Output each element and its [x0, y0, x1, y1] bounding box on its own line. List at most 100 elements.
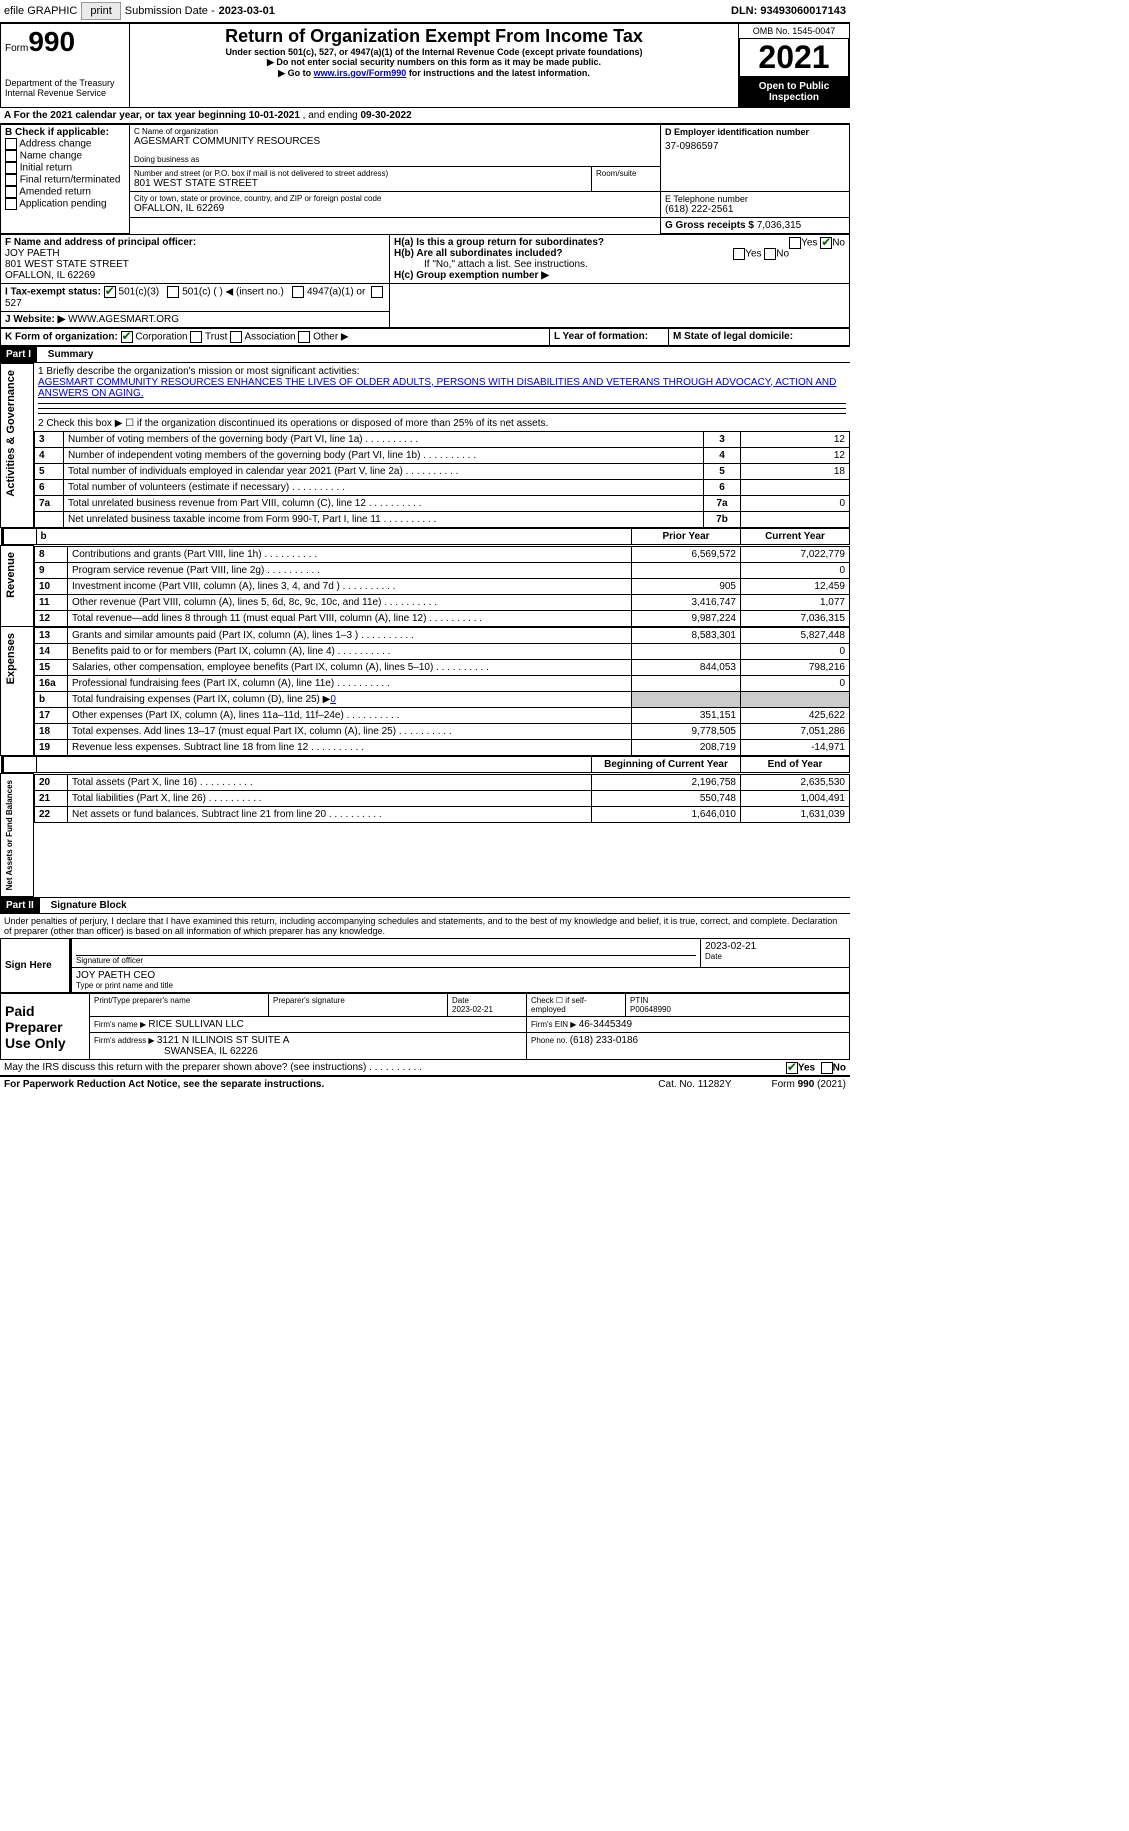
b-checkbox-item: Application pending: [5, 198, 125, 210]
dba-label: Doing business as: [134, 155, 656, 164]
line-a: A For the 2021 calendar year, or tax yea…: [0, 108, 850, 124]
submission-date: 2023-03-01: [219, 5, 275, 17]
officer-name-title: JOY PAETH CEO: [76, 970, 845, 981]
officer-name: JOY PAETH: [5, 248, 385, 259]
k-label: K Form of organization:: [5, 332, 118, 343]
subtitle-3-pre: ▶ Go to: [278, 68, 313, 78]
summary-row: 5Total number of individuals employed in…: [35, 463, 850, 479]
summary-row: 12Total revenue—add lines 8 through 11 (…: [35, 610, 850, 626]
col-prior: Prior Year: [632, 529, 741, 545]
b-checkbox-item: Address change: [5, 138, 125, 150]
form-foot: Form 990 (2021): [772, 1079, 847, 1090]
firm-name: RICE SULLIVAN LLC: [148, 1019, 243, 1030]
subtitle-1: Under section 501(c), 527, or 4947(a)(1)…: [134, 47, 734, 57]
efile-label: efile GRAPHIC: [4, 5, 77, 17]
tax-year: 2021: [739, 38, 849, 77]
m-label: M State of legal domicile:: [673, 331, 793, 342]
sig-officer-label: Signature of officer: [76, 956, 696, 965]
f-label: F Name and address of principal officer:: [5, 237, 385, 248]
officer-city: OFALLON, IL 62269: [5, 270, 385, 281]
discuss-no-checkbox[interactable]: [821, 1062, 833, 1074]
i-501c-checkbox[interactable]: [167, 286, 179, 298]
summary-row: 11Other revenue (Part VIII, column (A), …: [35, 594, 850, 610]
ein: 37-0986597: [665, 141, 845, 152]
summary-row: 8Contributions and grants (Part VIII, li…: [35, 546, 850, 562]
summary-row: 3Number of voting members of the governi…: [35, 431, 850, 447]
hb-label: H(b) Are all subordinates included?: [394, 248, 563, 259]
summary-row: 6Total number of volunteers (estimate if…: [35, 479, 850, 495]
q1-label: 1 Briefly describe the organization's mi…: [38, 366, 846, 377]
firm-phone: (618) 233-0186: [570, 1035, 638, 1046]
e-label: E Telephone number: [665, 194, 845, 204]
side-rev: Revenue: [5, 548, 17, 602]
k-assoc-checkbox[interactable]: [230, 331, 242, 343]
street: 801 WEST STATE STREET: [134, 178, 587, 189]
side-exp: Expenses: [5, 629, 17, 688]
ha-yes-checkbox[interactable]: [789, 237, 801, 249]
print-button[interactable]: print: [81, 2, 120, 20]
part2-label: Part II: [0, 898, 40, 913]
b-checkbox-item: Initial return: [5, 162, 125, 174]
part2-title: Signature Block: [43, 900, 127, 911]
ptin: P00648990: [630, 1005, 671, 1014]
summary-row: 19Revenue less expenses. Subtract line 1…: [35, 739, 850, 755]
officer-street: 801 WEST STATE STREET: [5, 259, 385, 270]
section-b-label: B Check if applicable:: [5, 127, 125, 138]
mission-text: AGESMART COMMUNITY RESOURCES ENHANCES TH…: [38, 377, 846, 399]
ha-no-checkbox[interactable]: [820, 237, 832, 249]
self-employed: Check ☐ if self-employed: [527, 994, 626, 1017]
irs-link[interactable]: www.irs.gov/Form990: [314, 68, 407, 78]
i-label: I Tax-exempt status:: [5, 287, 101, 298]
dln-label: DLN:: [731, 5, 760, 17]
officer-sig-date: 2023-02-21: [705, 941, 845, 952]
i-4947-checkbox[interactable]: [292, 286, 304, 298]
prep-name-label: Print/Type preparer's name: [90, 994, 269, 1017]
form-990: 990: [28, 26, 75, 57]
i-501c3-checkbox[interactable]: [104, 286, 116, 298]
website: WWW.AGESMART.ORG: [68, 314, 179, 325]
dept-treasury: Department of the Treasury: [5, 78, 125, 88]
col-begin: Beginning of Current Year: [592, 757, 741, 773]
city-label: City or town, state or province, country…: [134, 194, 656, 203]
summary-row: Net unrelated business taxable income fr…: [35, 511, 850, 527]
form-word: Form: [5, 43, 28, 54]
type-name-label: Type or print name and title: [76, 981, 845, 990]
i-527-checkbox[interactable]: [371, 286, 383, 298]
org-name: AGESMART COMMUNITY RESOURCES: [134, 136, 656, 147]
ha-label: H(a) Is this a group return for subordin…: [394, 237, 604, 248]
summary-row: 9Program service revenue (Part VIII, lin…: [35, 562, 850, 578]
may-irs: May the IRS discuss this return with the…: [4, 1062, 366, 1073]
hb-yes-checkbox[interactable]: [733, 248, 745, 260]
k-trust-checkbox[interactable]: [190, 331, 202, 343]
hb-no-checkbox[interactable]: [764, 248, 776, 260]
part1-label: Part I: [0, 347, 37, 362]
summary-row: 13Grants and similar amounts paid (Part …: [35, 627, 850, 643]
g-label: G Gross receipts $: [665, 220, 757, 231]
c-name-label: C Name of organization: [134, 127, 656, 136]
k-corp-checkbox[interactable]: [121, 331, 133, 343]
k-other-checkbox[interactable]: [298, 331, 310, 343]
omb-no: 1545-0047: [792, 26, 835, 36]
summary-row: 20Total assets (Part X, line 16) 2,196,7…: [35, 774, 850, 790]
gross-receipts: 7,036,315: [757, 220, 802, 231]
prep-date: 2023-02-21: [452, 1005, 493, 1014]
sign-here: Sign Here: [1, 939, 71, 993]
summary-row: 16aProfessional fundraising fees (Part I…: [35, 675, 850, 691]
discuss-yes-checkbox[interactable]: [786, 1062, 798, 1074]
summary-row: 17Other expenses (Part IX, column (A), l…: [35, 707, 850, 723]
summary-row: 21Total liabilities (Part X, line 26) 55…: [35, 790, 850, 806]
date-label: Date: [705, 952, 845, 961]
summary-row: 4Number of independent voting members of…: [35, 447, 850, 463]
phone: (618) 222-2561: [665, 204, 845, 215]
hc-label: H(c) Group exemption number ▶: [394, 270, 845, 281]
summary-row: bTotal fundraising expenses (Part IX, co…: [35, 691, 850, 707]
form-title: Return of Organization Exempt From Incom…: [134, 26, 734, 47]
omb-label: OMB No.: [753, 26, 793, 36]
header-table: Form990 Department of the Treasury Inter…: [0, 23, 850, 108]
d-label: D Employer identification number: [665, 127, 845, 137]
cat-no: Cat. No. 11282Y: [658, 1079, 731, 1090]
side-gov: Activities & Governance: [5, 366, 17, 501]
part1-title: Summary: [40, 349, 94, 360]
j-label: J Website: ▶: [5, 314, 68, 325]
paid-preparer-label: Paid Preparer Use Only: [1, 994, 90, 1060]
